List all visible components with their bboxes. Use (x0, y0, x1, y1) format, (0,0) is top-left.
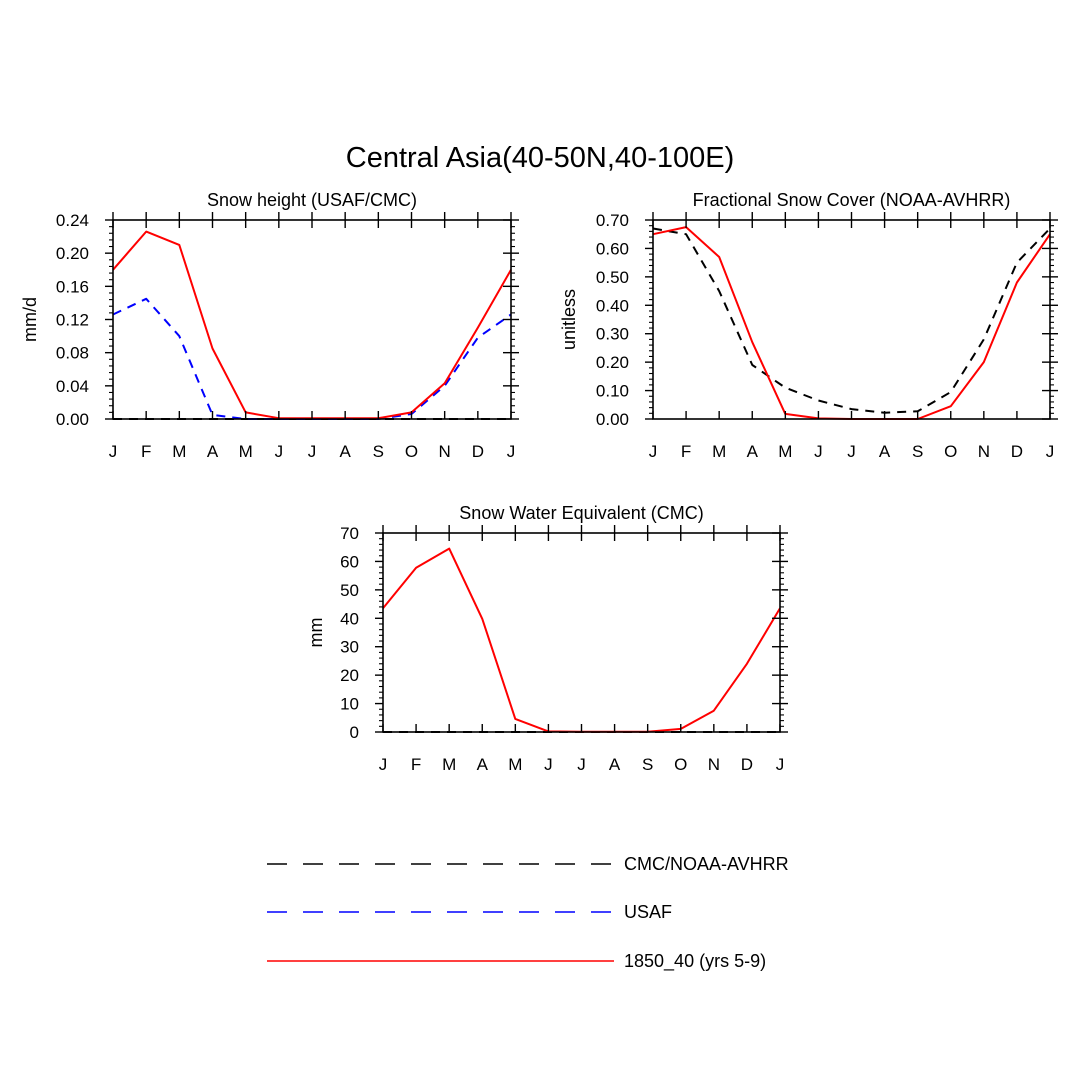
x-tick-label: A (609, 755, 621, 774)
x-tick-label: F (681, 442, 691, 461)
x-tick-label: M (239, 442, 253, 461)
x-tick-label: J (847, 442, 856, 461)
legend-label: 1850_40 (yrs 5-9) (624, 951, 766, 972)
plot-frame (112, 219, 512, 420)
y-tick-label: 0.00 (56, 410, 89, 429)
x-tick-label: M (172, 442, 186, 461)
x-tick-label: J (544, 755, 553, 774)
legend: CMC/NOAA-AVHRR USAF 1850_40 (yrs 5-9) (267, 854, 789, 972)
x-tick-label: S (642, 755, 653, 774)
x-tick-label: A (747, 442, 759, 461)
x-tick-label: J (577, 755, 586, 774)
x-tick-label: J (308, 442, 317, 461)
y-tick-label: 50 (340, 581, 359, 600)
x-tick-label: O (944, 442, 957, 461)
x-tick-label: O (674, 755, 687, 774)
x-tick-label: A (879, 442, 891, 461)
panel-title: Snow Water Equivalent (CMC) (459, 503, 703, 523)
x-tick-label: M (508, 755, 522, 774)
x-tick-label: J (1046, 442, 1055, 461)
x-tick-label: J (507, 442, 516, 461)
x-tick-label: D (741, 755, 753, 774)
x-tick-label: J (109, 442, 118, 461)
legend-label: USAF (624, 902, 672, 922)
y-tick-label: 0.12 (56, 311, 89, 330)
chart-panel-2: Fractional Snow Cover (NOAA-AVHRR) unitle… (559, 190, 1058, 461)
x-tick-label: J (275, 442, 284, 461)
x-tick-label: F (141, 442, 151, 461)
y-tick-label: 0.40 (596, 296, 629, 315)
y-tick-label: 0 (350, 723, 359, 742)
y-tick-label: 0.16 (56, 277, 89, 296)
y-tick-label: 60 (340, 552, 359, 571)
y-axis-label: mm/d (20, 297, 40, 342)
series-line (652, 226, 1051, 420)
y-tick-label: 30 (340, 638, 359, 657)
y-tick-label: 70 (340, 524, 359, 543)
y-tick-label: 10 (340, 695, 359, 714)
x-tick-label: J (776, 755, 785, 774)
y-tick-label: 0.10 (596, 382, 629, 401)
y-tick-label: 0.60 (596, 239, 629, 258)
panel-title: Snow height (USAF/CMC) (207, 190, 417, 210)
series-line (382, 547, 781, 733)
x-tick-label: J (379, 755, 388, 774)
x-tick-label: M (442, 755, 456, 774)
x-tick-label: N (978, 442, 990, 461)
y-tick-label: 0.20 (56, 244, 89, 263)
y-tick-label: 0.70 (596, 211, 629, 230)
figure-title: Central Asia(40-50N,40-100E) (346, 142, 734, 174)
x-tick-label: N (439, 442, 451, 461)
x-tick-label: S (373, 442, 384, 461)
series-line (112, 297, 512, 420)
legend-item: 1850_40 (yrs 5-9) (267, 951, 766, 972)
y-tick-label: 20 (340, 666, 359, 685)
x-tick-label: O (405, 442, 418, 461)
y-tick-label: 0.50 (596, 268, 629, 287)
y-tick-label: 0.04 (56, 377, 89, 396)
chart-panel-1: Snow height (USAF/CMC) mm/d J F M A M J J A S O N D J 0… (20, 190, 519, 461)
y-axis-label: mm (306, 618, 326, 648)
x-tick-label: D (1011, 442, 1023, 461)
legend-label: CMC/NOAA-AVHRR (624, 854, 789, 874)
panels: Snow height (USAF/CMC)mm/dJ F M A M J J A S O N D J0… (20, 190, 1058, 774)
y-tick-label: 0.24 (56, 211, 89, 230)
x-tick-label: A (477, 755, 489, 774)
x-tick-label: J (814, 442, 823, 461)
x-tick-label: F (411, 755, 421, 774)
y-tick-label: 0.00 (596, 410, 629, 429)
legend-item: USAF (267, 902, 672, 922)
y-tick-label: 0.30 (596, 325, 629, 344)
x-tick-label: A (339, 442, 351, 461)
chart-panel-3: Snow Water Equivalent (CMC)mmJ F M A M J J A S O N… (306, 503, 788, 774)
x-tick-label: N (708, 755, 720, 774)
x-tick-label: M (712, 442, 726, 461)
x-tick-label: A (207, 442, 219, 461)
x-tick-label: M (778, 442, 792, 461)
y-axis-label: unitless (559, 289, 579, 350)
series-line (652, 227, 1051, 414)
legend-item: CMC/NOAA-AVHRR (267, 854, 789, 874)
panel-title: Fractional Snow Cover (NOAA-AVHRR) (693, 190, 1011, 210)
series-line (112, 230, 512, 420)
x-tick-label: S (912, 442, 923, 461)
y-tick-label: 40 (340, 609, 359, 628)
y-tick-label: 0.20 (596, 353, 629, 372)
x-tick-label: J (649, 442, 658, 461)
y-tick-label: 0.08 (56, 344, 89, 363)
x-tick-label: D (472, 442, 484, 461)
